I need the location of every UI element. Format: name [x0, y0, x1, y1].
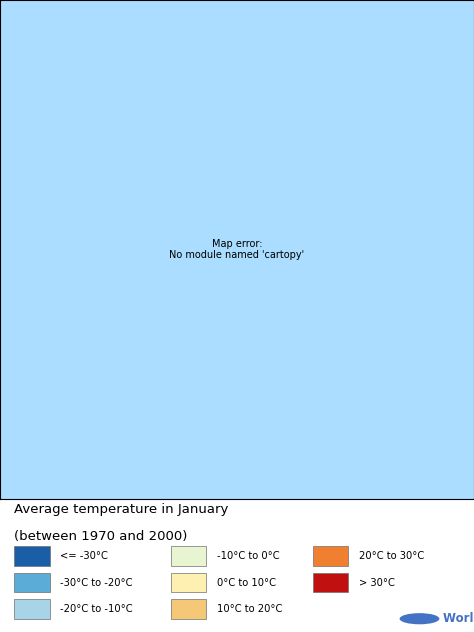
Text: -10°C to 0°C: -10°C to 0°C: [217, 551, 279, 561]
FancyBboxPatch shape: [313, 547, 348, 566]
Text: -20°C to -10°C: -20°C to -10°C: [60, 604, 133, 614]
FancyBboxPatch shape: [14, 600, 50, 619]
Text: Average temperature in January: Average temperature in January: [14, 503, 228, 516]
Text: 0°C to 10°C: 0°C to 10°C: [217, 578, 275, 588]
Text: (between 1970 and 2000): (between 1970 and 2000): [14, 530, 188, 543]
FancyBboxPatch shape: [171, 600, 206, 619]
Text: -30°C to -20°C: -30°C to -20°C: [60, 578, 133, 588]
Text: Map error:
No module named 'cartopy': Map error: No module named 'cartopy': [169, 239, 305, 260]
FancyBboxPatch shape: [14, 573, 50, 592]
Circle shape: [400, 613, 439, 624]
Text: World in Maps: World in Maps: [443, 612, 474, 625]
FancyBboxPatch shape: [14, 547, 50, 566]
FancyBboxPatch shape: [313, 573, 348, 592]
Text: 20°C to 30°C: 20°C to 30°C: [359, 551, 424, 561]
Text: <= -30°C: <= -30°C: [60, 551, 108, 561]
FancyBboxPatch shape: [171, 547, 206, 566]
Text: 10°C to 20°C: 10°C to 20°C: [217, 604, 282, 614]
Text: > 30°C: > 30°C: [359, 578, 395, 588]
FancyBboxPatch shape: [171, 573, 206, 592]
